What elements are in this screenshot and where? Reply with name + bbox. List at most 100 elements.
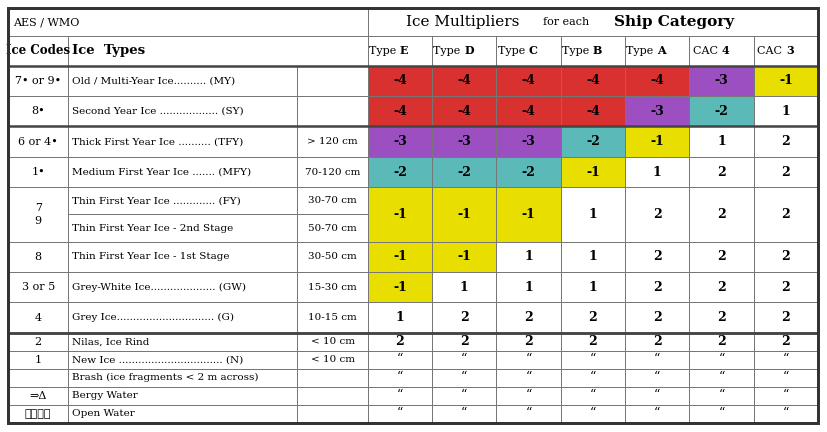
Text: Bergy Water: Bergy Water <box>73 391 138 400</box>
Bar <box>753 272 818 302</box>
Text: “: “ <box>397 353 403 366</box>
Bar <box>69 66 298 96</box>
Text: 4: 4 <box>721 45 729 57</box>
Bar <box>496 66 561 96</box>
Bar <box>368 127 432 157</box>
Bar <box>625 157 690 187</box>
Bar <box>753 387 818 405</box>
Text: “: “ <box>782 353 789 366</box>
Text: -3: -3 <box>522 135 535 148</box>
Bar <box>368 351 432 369</box>
Bar <box>496 127 561 157</box>
Text: -2: -2 <box>457 165 471 178</box>
Bar <box>561 405 625 423</box>
Text: -3: -3 <box>393 135 407 148</box>
Bar <box>561 272 625 302</box>
Bar <box>432 369 496 387</box>
Text: “: “ <box>590 353 596 366</box>
Bar <box>8 405 69 423</box>
Text: -4: -4 <box>586 105 600 118</box>
Text: “: “ <box>654 390 660 403</box>
Bar <box>432 127 496 157</box>
Text: 2: 2 <box>653 311 662 324</box>
Bar <box>753 187 818 241</box>
Text: 2: 2 <box>524 335 533 348</box>
Text: 2: 2 <box>653 251 662 264</box>
Text: 1: 1 <box>589 281 597 294</box>
Text: 70-120 cm: 70-120 cm <box>305 168 361 177</box>
Text: 2: 2 <box>460 335 469 348</box>
Bar <box>561 351 625 369</box>
Text: CAC: CAC <box>758 46 786 56</box>
Bar <box>298 333 368 351</box>
Text: Second Year Ice .................. (SY): Second Year Ice .................. (SY) <box>73 107 244 116</box>
Text: 10-15 cm: 10-15 cm <box>308 313 357 322</box>
Bar <box>298 405 368 423</box>
Bar <box>69 369 298 387</box>
Text: 1: 1 <box>524 281 533 294</box>
Text: 2: 2 <box>782 281 791 294</box>
Text: “: “ <box>461 372 467 384</box>
Text: 2: 2 <box>717 251 726 264</box>
Bar <box>368 369 432 387</box>
Bar <box>69 333 298 351</box>
Text: “: “ <box>719 372 724 384</box>
Bar <box>561 187 625 241</box>
Text: Thin First Year Ice - 1st Stage: Thin First Year Ice - 1st Stage <box>73 252 230 261</box>
Bar <box>432 187 496 241</box>
Bar <box>8 36 69 66</box>
Text: 2: 2 <box>717 208 726 221</box>
Text: “: “ <box>525 353 532 366</box>
Text: 1: 1 <box>589 208 597 221</box>
Bar <box>298 241 368 272</box>
Text: A: A <box>657 45 666 57</box>
Text: “: “ <box>654 372 660 384</box>
Bar <box>432 36 496 66</box>
Text: D: D <box>464 45 474 57</box>
Text: “: “ <box>782 390 789 403</box>
Bar <box>432 387 496 405</box>
Bar <box>8 66 69 96</box>
Text: 2: 2 <box>717 165 726 178</box>
Bar <box>496 157 561 187</box>
Text: < 10 cm: < 10 cm <box>311 337 355 346</box>
Bar <box>690 333 753 351</box>
Text: Type: Type <box>562 46 593 56</box>
Bar <box>625 387 690 405</box>
Text: 1: 1 <box>782 105 791 118</box>
Bar <box>625 333 690 351</box>
Bar <box>69 241 298 272</box>
Text: < 10 cm: < 10 cm <box>311 356 355 365</box>
Bar <box>368 272 432 302</box>
Bar <box>561 302 625 333</box>
Bar <box>625 241 690 272</box>
Bar <box>561 96 625 127</box>
Bar <box>625 405 690 423</box>
Text: -1: -1 <box>522 208 535 221</box>
Text: Type: Type <box>626 46 657 56</box>
Bar <box>8 351 69 369</box>
Text: -4: -4 <box>650 74 664 87</box>
Bar <box>432 405 496 423</box>
Bar <box>625 302 690 333</box>
Text: -3: -3 <box>650 105 664 118</box>
Bar <box>69 127 298 157</box>
Bar <box>8 369 69 387</box>
Bar <box>368 241 432 272</box>
Text: 2: 2 <box>589 335 597 348</box>
Bar <box>561 241 625 272</box>
Bar <box>432 241 496 272</box>
Text: 1: 1 <box>589 251 597 264</box>
Text: -3: -3 <box>457 135 471 148</box>
Text: -1: -1 <box>393 208 407 221</box>
Text: 1•: 1• <box>31 167 45 177</box>
Text: 1: 1 <box>653 165 662 178</box>
Text: Type: Type <box>498 46 528 56</box>
Bar <box>561 66 625 96</box>
Text: Medium First Year Ice ....... (MFY): Medium First Year Ice ....... (MFY) <box>73 168 251 177</box>
Text: 15-30 cm: 15-30 cm <box>308 283 357 292</box>
Text: “: “ <box>397 390 403 403</box>
Text: Grey-White Ice.................... (GW): Grey-White Ice.................... (GW) <box>73 283 246 292</box>
Bar <box>69 387 298 405</box>
Bar <box>432 272 496 302</box>
